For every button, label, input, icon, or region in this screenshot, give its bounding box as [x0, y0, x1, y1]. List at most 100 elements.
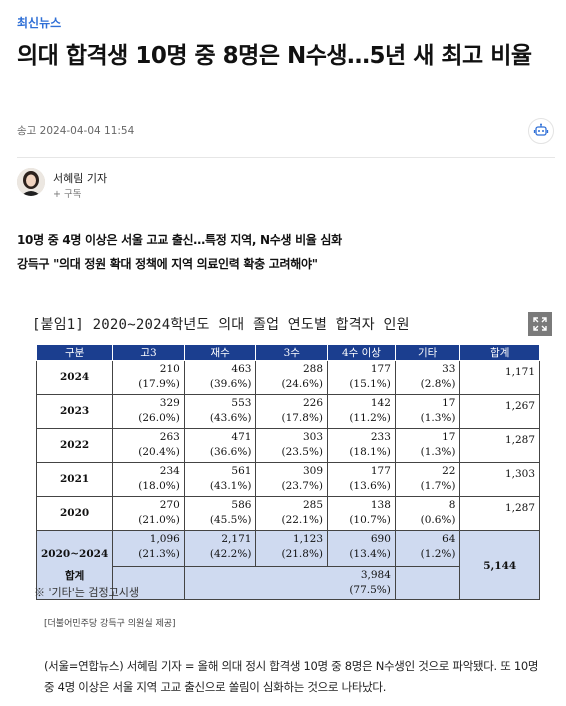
expand-image-button[interactable] — [528, 312, 552, 336]
n-su-total-cell: 3,984 (77.5%) — [183, 566, 396, 600]
cell-count: 2,171 — [221, 533, 252, 545]
cell-count: 1,096 — [149, 533, 180, 545]
col-header: 합계 — [459, 344, 540, 361]
col-header: 3수 — [255, 344, 329, 361]
cell-count: 233 — [370, 431, 391, 443]
cell-percent: (42.2%) — [209, 548, 252, 560]
cell-count: 553 — [231, 397, 252, 409]
cell-percent: (0.6%) — [420, 514, 456, 526]
cell-count: 22 — [442, 465, 456, 477]
col-header: 기타 — [394, 344, 461, 361]
n-su-row: 3,984 (77.5%) — [37, 566, 540, 600]
cell-percent: (23.7%) — [281, 480, 324, 492]
cell-percent: (43.6%) — [209, 412, 252, 424]
cell-count: 309 — [302, 465, 324, 477]
table-cell: 234 (18.0%) — [112, 462, 185, 497]
cell-count: 690 — [370, 533, 391, 545]
table-footnote: ※ '기타'는 검정고시생 — [34, 586, 140, 599]
table-cell: 233 (18.1%) — [327, 428, 396, 463]
cell-count: 285 — [302, 499, 324, 511]
cell-count: 33 — [442, 363, 456, 375]
table-body: 2024 210 (17.9%) 463 (39.6%) 288 (24.6%) 177 (15… — [35, 360, 540, 600]
summary-total: 5,144 — [459, 530, 540, 600]
summary-label: 2020~2024 합계 — [35, 530, 114, 600]
subheadline-2: 강득구 "의대 정원 확대 정책에 지역 의료인력 확충 고려해야" — [17, 257, 318, 271]
table-cell: 226 (17.8%) — [255, 394, 329, 429]
reporter-avatar[interactable] — [17, 168, 45, 196]
cell-count: 142 — [370, 397, 391, 409]
cell-percent: (1.3%) — [420, 412, 456, 424]
cell-percent: (45.5%) — [209, 514, 252, 526]
table-cell: 17 (1.3%) — [394, 428, 461, 463]
cell-percent: (1.2%) — [420, 548, 456, 560]
cell-percent: (21.0%) — [138, 514, 180, 526]
table-cell: 561 (43.1%) — [183, 462, 257, 497]
article-headline: 의대 합격생 10명 중 8명은 N수생…5년 새 최고 비율 — [17, 43, 532, 69]
n-su-percent: (77.5%) — [349, 584, 391, 596]
cell-count: 1,123 — [292, 533, 324, 545]
table-cell: 329 (26.0%) — [112, 394, 185, 429]
table-cell: 22 (1.7%) — [394, 462, 461, 497]
table-cell: 177 (13.6%) — [327, 462, 396, 497]
ai-summary-button[interactable] — [528, 118, 554, 144]
row-year: 2021 — [35, 462, 114, 497]
cell-percent: (43.1%) — [209, 480, 252, 492]
cell-percent: (13.6%) — [349, 480, 391, 492]
summary-cell: 2,171 (42.2%) — [183, 530, 257, 567]
cell-count: 329 — [159, 397, 180, 409]
cell-percent: (11.2%) — [349, 412, 391, 424]
table-cell: 177 (15.1%) — [327, 360, 396, 395]
cell-count: 288 — [302, 363, 324, 375]
cell-count: 471 — [231, 431, 252, 443]
table-cell: 8 (0.6%) — [394, 496, 461, 531]
row-total: 1,287 — [459, 496, 540, 531]
cell-percent: (1.3%) — [420, 446, 456, 458]
row-year: 2023 — [35, 394, 114, 429]
table-cell: 263 (20.4%) — [112, 428, 185, 463]
cell-percent: (39.6%) — [209, 378, 252, 390]
table-cell: 553 (43.6%) — [183, 394, 257, 429]
table-cell: 463 (39.6%) — [183, 360, 257, 395]
cell-count: 263 — [159, 431, 180, 443]
reporter-name[interactable]: 서혜림 기자 — [53, 172, 108, 185]
cell-percent: (36.6%) — [209, 446, 252, 458]
cell-percent: (17.8%) — [281, 412, 324, 424]
cell-count: 586 — [231, 499, 252, 511]
row-total: 1,303 — [459, 462, 540, 497]
table-title: [붙임1] 2020~2024학년도 의대 졸업 연도별 합격자 인원 — [32, 317, 410, 333]
expand-icon — [533, 317, 547, 331]
table-cell: 288 (24.6%) — [255, 360, 329, 395]
table-cell: 285 (22.1%) — [255, 496, 329, 531]
table-cell: 17 (1.3%) — [394, 394, 461, 429]
table-cell: 142 (11.2%) — [327, 394, 396, 429]
table-header-row: 구분 고3 재수 3수 4수 이상 기타 합계 — [35, 344, 540, 361]
table-cell: 586 (45.5%) — [183, 496, 257, 531]
cell-count: 177 — [370, 465, 391, 477]
cell-count: 270 — [159, 499, 180, 511]
cell-percent: (21.8%) — [281, 548, 324, 560]
cell-percent: (1.7%) — [420, 480, 456, 492]
col-header: 재수 — [183, 344, 257, 361]
row-year: 2022 — [35, 428, 114, 463]
row-year: 2020 — [35, 496, 114, 531]
summary-cell: 1,123 (21.8%) — [255, 530, 329, 567]
cell-count: 226 — [302, 397, 324, 409]
table-row: 2024 210 (17.9%) 463 (39.6%) 288 (24.6%) 177 (15… — [35, 360, 540, 395]
graduates-table: 구분 고3 재수 3수 4수 이상 기타 합계 2024 210 (17.9%) 46… — [35, 344, 540, 600]
cell-percent: (26.0%) — [138, 412, 180, 424]
table-cell: 33 (2.8%) — [394, 360, 461, 395]
cell-count: 17 — [442, 397, 456, 409]
cell-percent: (20.4%) — [138, 446, 180, 458]
article-body: (서울=연합뉴스) 서혜림 기자 = 올해 의대 정시 합격생 10명 중 8명… — [44, 659, 539, 694]
cell-count: 303 — [302, 431, 324, 443]
table-row: 2020 270 (21.0%) 586 (45.5%) 285 (22.1%) 138 (10… — [35, 496, 540, 531]
cell-count: 177 — [370, 363, 391, 375]
table-cell: 471 (36.6%) — [183, 428, 257, 463]
cell-count: 463 — [231, 363, 252, 375]
col-header: 구분 — [35, 344, 114, 361]
empty-cell — [394, 566, 461, 600]
section-tag[interactable]: 최신뉴스 — [17, 16, 62, 30]
col-header: 고3 — [112, 344, 185, 361]
subscribe-button[interactable]: + 구독 — [53, 189, 82, 200]
cell-count: 561 — [231, 465, 252, 477]
